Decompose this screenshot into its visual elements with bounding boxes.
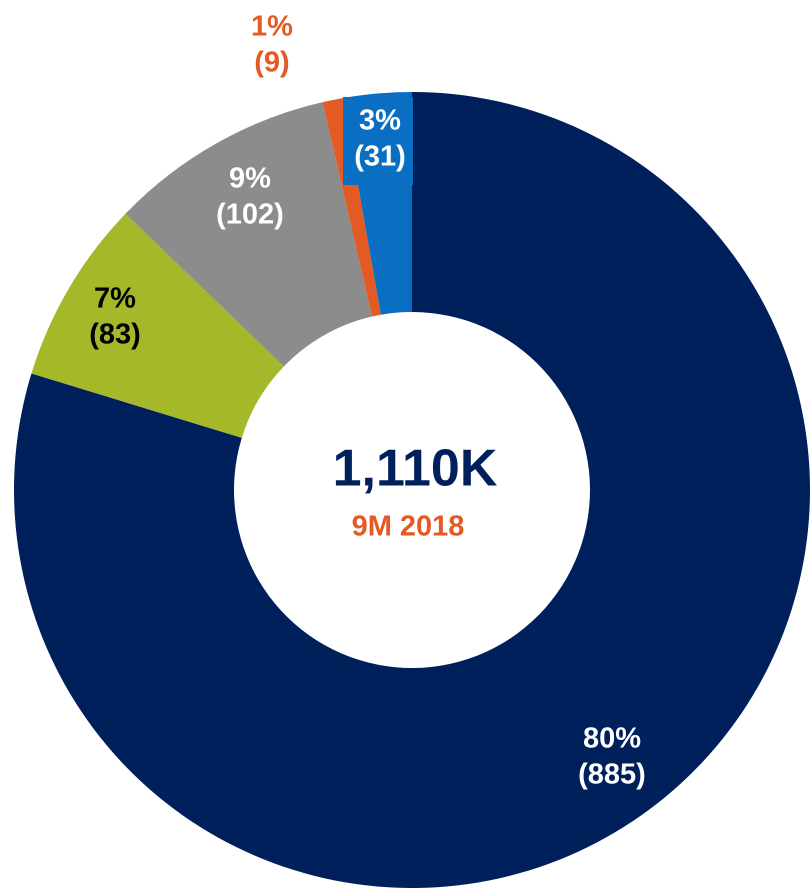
value-label: (102) [216, 199, 284, 231]
percent-label: 9% [229, 163, 271, 195]
percent-label: 3% [359, 105, 401, 137]
value-label: (31) [354, 141, 406, 173]
value-label: (885) [578, 759, 646, 791]
percent-label: 7% [94, 283, 136, 315]
slice [31, 213, 284, 438]
slice [125, 102, 373, 367]
center-sublabel: 9M 2018 [352, 511, 465, 543]
slice [322, 98, 381, 317]
percent-label: 1% [251, 11, 293, 43]
percent-label: 80% [583, 723, 641, 755]
label-background [343, 97, 413, 185]
slice [14, 92, 810, 888]
value-label: (9) [254, 47, 289, 79]
value-label: (83) [89, 319, 141, 351]
center-label: 1,110K [333, 440, 498, 498]
